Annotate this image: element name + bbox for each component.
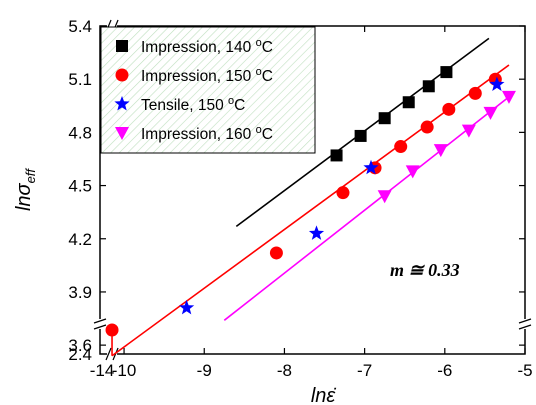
data-point-star	[489, 76, 505, 91]
data-point-square	[440, 66, 453, 79]
legend-label: Tensile, 150 oC	[141, 95, 245, 114]
data-point-triangle-down	[405, 165, 420, 179]
y-tick-label: 4.2	[68, 230, 92, 249]
legend-items: Impression, 140 oC Impression, 150 oC Tens…	[114, 37, 273, 143]
data-point-triangle-down	[433, 144, 448, 158]
legend-label: Impression, 150 oC	[141, 66, 273, 85]
y-tick-label: 5.4	[68, 17, 92, 36]
legend-item: Impression, 150 oC	[115, 66, 273, 85]
data-point-circle	[442, 102, 456, 116]
y-tick-label: 4.5	[68, 177, 92, 196]
fit-line	[223, 96, 510, 321]
data-point-triangle-down	[501, 90, 516, 104]
y-tick-label: 5.1	[68, 70, 92, 89]
svg-text:lnσeff: lnσeff	[13, 168, 38, 211]
fit-line	[111, 64, 510, 357]
data-point-square	[378, 112, 391, 125]
data-point-square	[422, 80, 435, 93]
data-point-circle	[105, 323, 119, 337]
axis-break-mark	[93, 318, 107, 330]
legend-label: Impression, 160 oC	[141, 124, 273, 143]
x-tick-label: -10	[112, 361, 137, 380]
legend-item: Impression, 160 oC	[115, 124, 273, 143]
y-axis-title-subscript: eff	[23, 168, 38, 184]
x-tick-label: -7	[357, 361, 372, 380]
x-tick-label: -14	[90, 361, 115, 380]
legend-label: Impression, 140 oC	[141, 37, 273, 56]
legend-marker-square	[116, 40, 128, 52]
x-axis-title: lnε̇	[311, 385, 337, 405]
y-tick-label: 4.8	[68, 123, 92, 142]
annotation-exponent: m ≅ 0.33	[390, 260, 460, 280]
data-point-triangle-down	[483, 106, 498, 120]
legend-marker-star	[114, 96, 130, 111]
data-point-circle	[468, 86, 482, 100]
x-tick-label: -5	[517, 361, 532, 380]
legend-marker-triangle-down	[115, 127, 129, 140]
legend-box	[100, 26, 316, 154]
data-point-circle	[269, 246, 283, 260]
tick-labels: -14-10 -9 -8 -7 -6 -5 2.43.6 3.9 4.2 4.5 4.8 5.1 5.4	[68, 17, 532, 380]
legend-item: Impression, 140 oC	[116, 37, 273, 56]
y-axis-title-text: lnσ	[13, 182, 35, 211]
legend-marker-circle	[115, 68, 129, 82]
data-point-circle	[420, 120, 434, 134]
data-point-star	[308, 225, 325, 240]
data-point-star	[179, 299, 195, 315]
y-tick-label: 3.6	[68, 336, 92, 355]
data-point-circle	[336, 186, 350, 200]
x-tick-label: -9	[197, 361, 212, 380]
legend-item: Tensile, 150 oC	[114, 95, 245, 114]
axis-break-mark	[518, 318, 532, 330]
plot-frame	[99, 25, 526, 355]
data-point-triangle-down	[461, 124, 476, 138]
data-point-triangle-down	[377, 190, 392, 204]
data-points	[105, 66, 516, 337]
data-point-square	[330, 149, 343, 162]
y-tick-label: 2.4	[68, 345, 92, 364]
legend: Impression, 140 oC Impression, 150 oC Tens…	[100, 26, 316, 154]
data-point-circle	[394, 140, 408, 154]
data-point-star	[363, 159, 379, 175]
y-tick-label: 3.9	[68, 283, 92, 302]
x-tick-label: -8	[277, 361, 292, 380]
x-tick-label: -6	[437, 361, 452, 380]
y-axis-title: lnσeff	[13, 168, 38, 211]
data-point-square	[354, 129, 367, 142]
data-point-square	[402, 96, 415, 109]
